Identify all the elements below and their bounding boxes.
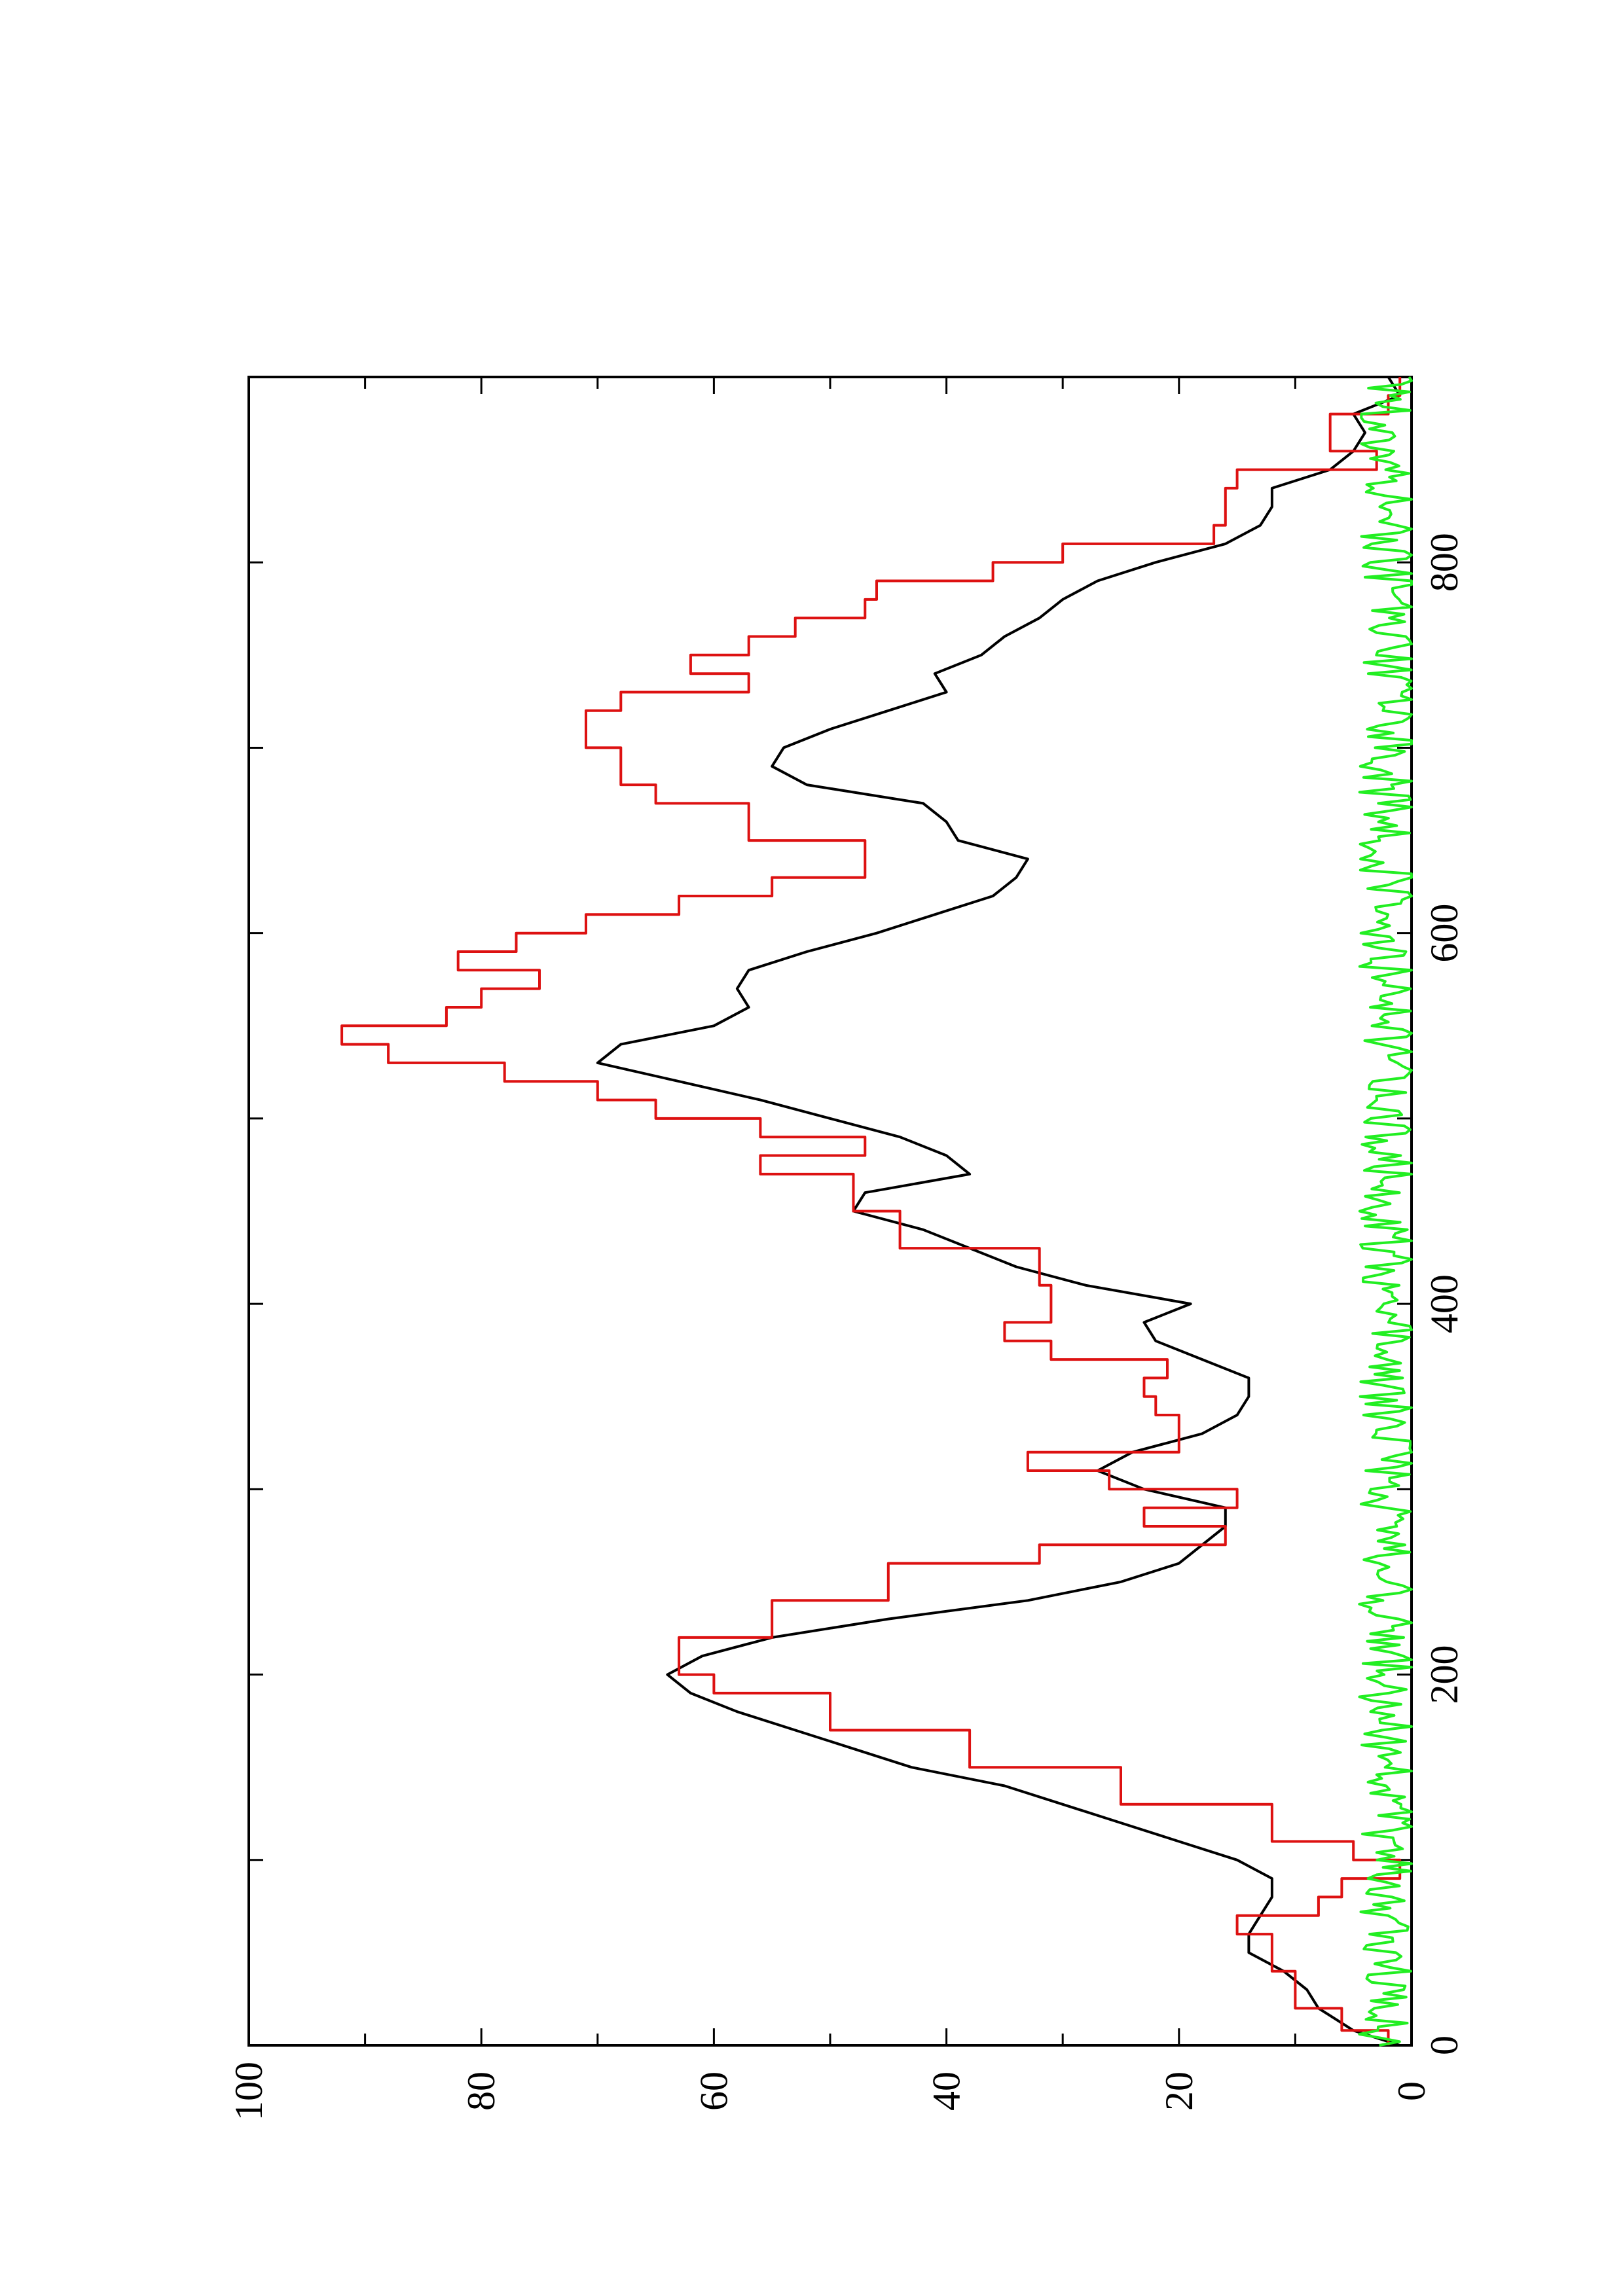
axis-tick-labels: 0 200 400 600 800 0 20 40 60 80 100 — [227, 533, 1466, 2121]
y-tick-label: 80 — [460, 2072, 503, 2111]
x-tick-label: 0 — [1423, 2036, 1466, 2055]
y-tick-label: 0 — [1390, 2081, 1433, 2101]
x-tick-label: 800 — [1423, 533, 1466, 592]
plot-frame — [247, 376, 1413, 2047]
y-tick-label: 40 — [925, 2072, 968, 2111]
x-tick-label: 600 — [1423, 904, 1466, 963]
series-line-2 — [340, 377, 1402, 2045]
series-line-1 — [596, 376, 1402, 2047]
y-tick-label: 100 — [227, 2062, 270, 2121]
axis-ticks — [247, 376, 1413, 2047]
x-tick-label: 400 — [1423, 1274, 1466, 1333]
y-tick-label: 60 — [692, 2072, 735, 2111]
x-tick-label: 200 — [1423, 1645, 1466, 1704]
series-line-3 — [1358, 376, 1413, 2047]
y-tick-label: 20 — [1158, 2072, 1201, 2111]
series-layer — [340, 376, 1413, 2047]
